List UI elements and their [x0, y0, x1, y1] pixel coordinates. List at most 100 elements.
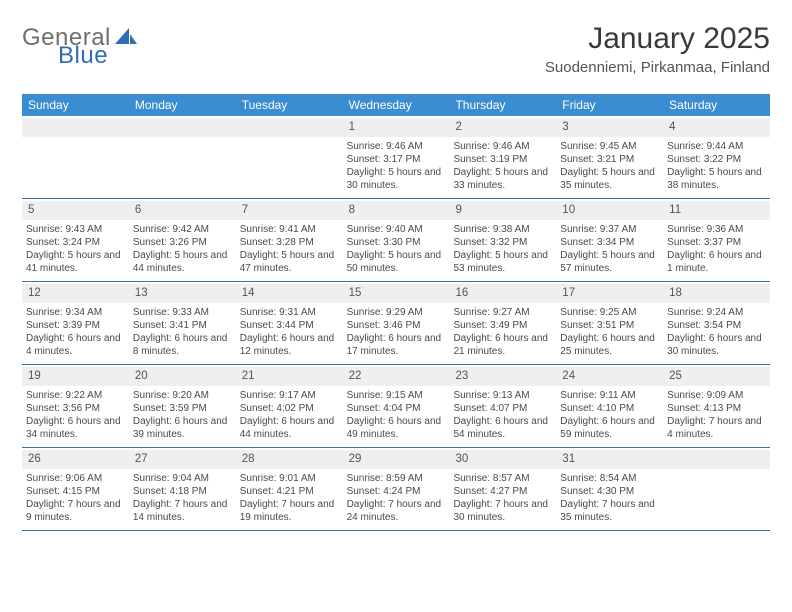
- day-number: 31: [556, 450, 663, 469]
- daylight-text: Daylight: 6 hours and 49 minutes.: [347, 415, 446, 441]
- sunrise-text: Sunrise: 8:59 AM: [347, 472, 446, 485]
- sunset-text: Sunset: 3:32 PM: [453, 236, 552, 249]
- sunrise-text: Sunrise: 9:44 AM: [667, 140, 766, 153]
- daylight-text: Daylight: 5 hours and 57 minutes.: [560, 249, 659, 275]
- daylight-text: Daylight: 7 hours and 14 minutes.: [133, 498, 232, 524]
- day-cell: 13Sunrise: 9:33 AMSunset: 3:41 PMDayligh…: [129, 282, 236, 364]
- daylight-text: Daylight: 5 hours and 53 minutes.: [453, 249, 552, 275]
- day-cell: 29Sunrise: 8:59 AMSunset: 4:24 PMDayligh…: [343, 448, 450, 530]
- day-number: 26: [22, 450, 129, 469]
- day-details: Sunrise: 9:33 AMSunset: 3:41 PMDaylight:…: [133, 306, 232, 358]
- day-number: 14: [236, 284, 343, 303]
- day-details: Sunrise: 9:13 AMSunset: 4:07 PMDaylight:…: [453, 389, 552, 441]
- day-number: 10: [556, 201, 663, 220]
- day-details: Sunrise: 8:54 AMSunset: 4:30 PMDaylight:…: [560, 472, 659, 524]
- sunset-text: Sunset: 3:30 PM: [347, 236, 446, 249]
- daylight-text: Daylight: 6 hours and 21 minutes.: [453, 332, 552, 358]
- day-details: Sunrise: 9:45 AMSunset: 3:21 PMDaylight:…: [560, 140, 659, 192]
- sunrise-text: Sunrise: 9:36 AM: [667, 223, 766, 236]
- day-details: Sunrise: 9:31 AMSunset: 3:44 PMDaylight:…: [240, 306, 339, 358]
- day-cell: 19Sunrise: 9:22 AMSunset: 3:56 PMDayligh…: [22, 365, 129, 447]
- day-cell: 2Sunrise: 9:46 AMSunset: 3:19 PMDaylight…: [449, 116, 556, 198]
- daylight-text: Daylight: 6 hours and 12 minutes.: [240, 332, 339, 358]
- day-number: 6: [129, 201, 236, 220]
- day-details: Sunrise: 9:20 AMSunset: 3:59 PMDaylight:…: [133, 389, 232, 441]
- day-cell: [236, 116, 343, 198]
- daylight-text: Daylight: 6 hours and 8 minutes.: [133, 332, 232, 358]
- day-cell: 23 Sunrise: 9:13 AMSunset: 4:07 PMDayligh…: [449, 365, 556, 447]
- day-number: 9: [449, 201, 556, 220]
- day-number: 3: [556, 118, 663, 137]
- day-details: Sunrise: 9:34 AMSunset: 3:39 PMDaylight:…: [26, 306, 125, 358]
- day-number: 4: [663, 118, 770, 137]
- day-cell: 17Sunrise: 9:25 AMSunset: 3:51 PMDayligh…: [556, 282, 663, 364]
- calendar-page: General Blue January 2025 Suodenniemi, P…: [0, 0, 792, 612]
- day-number: 30: [449, 450, 556, 469]
- weeks-container: 1Sunrise: 9:46 AMSunset: 3:17 PMDaylight…: [22, 116, 770, 531]
- weekday-header: Friday: [556, 98, 663, 112]
- sunset-text: Sunset: 4:10 PM: [560, 402, 659, 415]
- daylight-text: Daylight: 6 hours and 59 minutes.: [560, 415, 659, 441]
- brand-logo-text: General Blue: [22, 26, 137, 68]
- sunrise-text: Sunrise: 9:29 AM: [347, 306, 446, 319]
- sunset-text: Sunset: 3:28 PM: [240, 236, 339, 249]
- day-number: 23: [449, 367, 556, 386]
- daylight-text: Daylight: 6 hours and 4 minutes.: [26, 332, 125, 358]
- day-details: Sunrise: 9:22 AMSunset: 3:56 PMDaylight:…: [26, 389, 125, 441]
- daylight-text: Daylight: 5 hours and 38 minutes.: [667, 166, 766, 192]
- sunset-text: Sunset: 3:26 PM: [133, 236, 232, 249]
- sunrise-text: Sunrise: 9:42 AM: [133, 223, 232, 236]
- brand-part2: Blue: [58, 44, 137, 68]
- day-details: Sunrise: 9:46 AMSunset: 3:17 PMDaylight:…: [347, 140, 446, 192]
- day-number: 5: [22, 201, 129, 220]
- day-details: Sunrise: 9:40 AMSunset: 3:30 PMDaylight:…: [347, 223, 446, 275]
- day-cell: 25Sunrise: 9:09 AMSunset: 4:13 PMDayligh…: [663, 365, 770, 447]
- sunrise-text: Sunrise: 9:34 AM: [26, 306, 125, 319]
- day-number: 18: [663, 284, 770, 303]
- daylight-text: Daylight: 5 hours and 35 minutes.: [560, 166, 659, 192]
- sunrise-text: Sunrise: 9:40 AM: [347, 223, 446, 236]
- day-cell: [663, 448, 770, 530]
- sunrise-text: Sunrise: 9:45 AM: [560, 140, 659, 153]
- sunrise-text: Sunrise: 9:06 AM: [26, 472, 125, 485]
- sunset-text: Sunset: 3:34 PM: [560, 236, 659, 249]
- day-details: Sunrise: 9:29 AMSunset: 3:46 PMDaylight:…: [347, 306, 446, 358]
- day-details: Sunrise: 9:01 AMSunset: 4:21 PMDaylight:…: [240, 472, 339, 524]
- week-row: 26Sunrise: 9:06 AMSunset: 4:15 PMDayligh…: [22, 448, 770, 531]
- day-number: 17: [556, 284, 663, 303]
- day-cell: 30Sunrise: 8:57 AMSunset: 4:27 PMDayligh…: [449, 448, 556, 530]
- sunset-text: Sunset: 3:17 PM: [347, 153, 446, 166]
- daylight-text: Daylight: 7 hours and 30 minutes.: [453, 498, 552, 524]
- day-cell: 27Sunrise: 9:04 AMSunset: 4:18 PMDayligh…: [129, 448, 236, 530]
- daylight-text: Daylight: 5 hours and 44 minutes.: [133, 249, 232, 275]
- day-details: Sunrise: 9:17 AMSunset: 4:02 PMDaylight:…: [240, 389, 339, 441]
- daylight-text: Daylight: 6 hours and 17 minutes.: [347, 332, 446, 358]
- daylight-text: Daylight: 6 hours and 54 minutes.: [453, 415, 552, 441]
- day-cell: 1Sunrise: 9:46 AMSunset: 3:17 PMDaylight…: [343, 116, 450, 198]
- day-details: Sunrise: 9:37 AMSunset: 3:34 PMDaylight:…: [560, 223, 659, 275]
- sunset-text: Sunset: 4:21 PM: [240, 485, 339, 498]
- week-row: 5Sunrise: 9:43 AMSunset: 3:24 PMDaylight…: [22, 199, 770, 282]
- daylight-text: Daylight: 5 hours and 33 minutes.: [453, 166, 552, 192]
- daylight-text: Daylight: 7 hours and 35 minutes.: [560, 498, 659, 524]
- sunset-text: Sunset: 4:30 PM: [560, 485, 659, 498]
- day-cell: [22, 116, 129, 198]
- day-cell: [129, 116, 236, 198]
- day-details: Sunrise: 9:24 AMSunset: 3:54 PMDaylight:…: [667, 306, 766, 358]
- sunrise-text: Sunrise: 8:57 AM: [453, 472, 552, 485]
- day-details: Sunrise: 9:38 AMSunset: 3:32 PMDaylight:…: [453, 223, 552, 275]
- week-row: 12 Sunrise: 9:34 AMSunset: 3:39 PMDayligh…: [22, 282, 770, 365]
- day-cell: 3 Sunrise: 9:45 AMSunset: 3:21 PMDaylight…: [556, 116, 663, 198]
- day-cell: 24Sunrise: 9:11 AMSunset: 4:10 PMDayligh…: [556, 365, 663, 447]
- sunset-text: Sunset: 3:41 PM: [133, 319, 232, 332]
- day-number: 21: [236, 367, 343, 386]
- day-number: 20: [129, 367, 236, 386]
- sunset-text: Sunset: 3:56 PM: [26, 402, 125, 415]
- sunrise-text: Sunrise: 9:15 AM: [347, 389, 446, 402]
- page-subtitle: Suodenniemi, Pirkanmaa, Finland: [545, 59, 770, 76]
- sunrise-text: Sunrise: 9:09 AM: [667, 389, 766, 402]
- daylight-text: Daylight: 6 hours and 25 minutes.: [560, 332, 659, 358]
- day-number: 12: [22, 284, 129, 303]
- weekday-header: Tuesday: [236, 98, 343, 112]
- sunset-text: Sunset: 3:49 PM: [453, 319, 552, 332]
